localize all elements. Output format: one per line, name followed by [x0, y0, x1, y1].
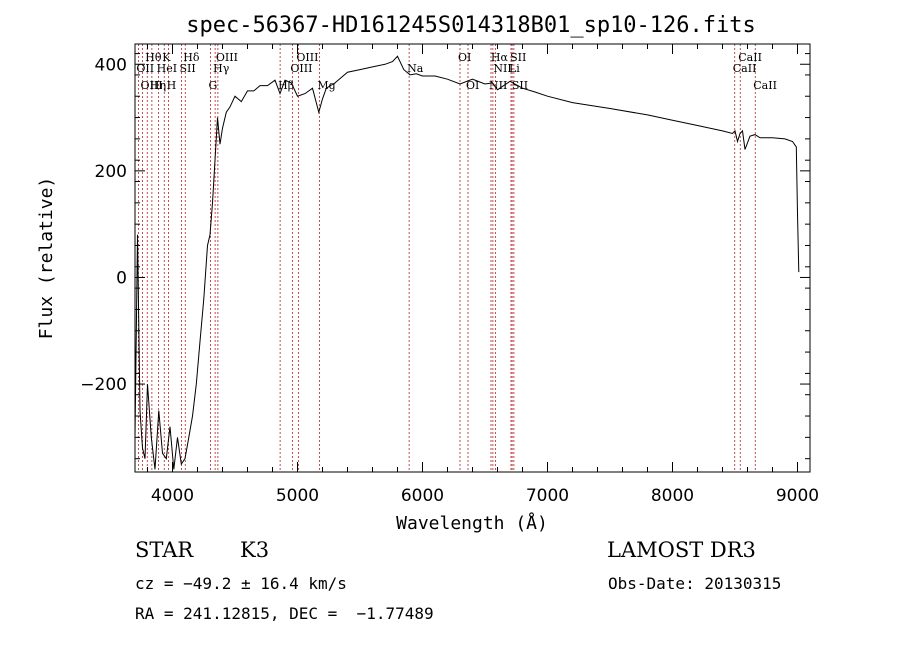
line-marker-label-7: Hδ [183, 51, 200, 64]
y-tick-label-200: 200 [95, 162, 127, 182]
observation-date: Obs-Date: 20130315 [608, 574, 782, 593]
y-axis-ticks: −200 0 200 400 [80, 53, 810, 460]
spectrum-series-line [134, 55, 800, 470]
line-marker-label-25: CaII [738, 51, 762, 64]
x-tick-label-4000: 4000 [151, 486, 194, 506]
x-tick-label-8000: 8000 [651, 486, 694, 506]
redshift-value: cz = −49.2 ± 16.4 km/s [135, 574, 347, 593]
line-marker-label-24: SII [512, 79, 528, 92]
coordinates: RA = 241.12815, DEC = −1.77489 [135, 604, 434, 623]
line-marker-label-27: CaII [753, 79, 777, 92]
spectral-subclass: K3 [240, 538, 270, 562]
line-marker-label-18: OI [466, 79, 479, 92]
chart-title: spec-56367-HD161245S014318B01_sp10-126.f… [186, 13, 756, 38]
line-marker-label-20: NII [493, 62, 511, 75]
line-marker-label-16: Na [407, 62, 424, 75]
plot-frame [134, 43, 811, 473]
line-marker-label-17: OI [458, 51, 471, 64]
line-marker-label-19: Hα [491, 51, 509, 64]
line-marker-label-10: Hγ [213, 62, 230, 75]
line-marker-label-8: SII [180, 62, 196, 75]
y-tick-label-0: 0 [116, 268, 127, 288]
line-marker-label-3: Hη [150, 79, 166, 92]
line-marker-label-6: H [167, 79, 177, 92]
x-tick-label-5000: 5000 [276, 486, 319, 506]
line-marker-label-11: G [209, 79, 218, 92]
line-marker-label-22: SII [510, 51, 526, 64]
spectrum-chart: spec-56367-HD161245S014318B01_sp10-126.f… [36, 13, 819, 534]
y-axis-label: Flux (relative) [36, 177, 57, 340]
line-marker-label-13: OIII [290, 62, 312, 75]
x-tick-label-9000: 9000 [776, 486, 819, 506]
x-axis-ticks: 4000 5000 6000 7000 8000 9000 [147, 44, 819, 506]
x-tick-label-6000: 6000 [401, 486, 444, 506]
line-marker-label-5: HeI [157, 62, 177, 75]
line-marker-label-15: Mg [317, 79, 335, 92]
line-marker-label-2: OIII [141, 79, 163, 92]
line-marker-label-0: Hθ [145, 51, 162, 64]
x-axis-label: Wavelength (Å) [396, 512, 548, 534]
object-type: STAR [135, 538, 194, 562]
x-tick-label-7000: 7000 [526, 486, 569, 506]
line-marker-label-9: OIII [216, 51, 238, 64]
survey-name: LAMOST DR3 [607, 538, 756, 562]
line-marker-label-21: NII [489, 79, 507, 92]
line-marker-label-26: CaII [733, 62, 757, 75]
line-marker-label-23: Li [509, 62, 520, 75]
line-marker-label-4: K [162, 51, 171, 64]
line-marker-label-1: OII [136, 62, 154, 75]
line-markers [137, 44, 756, 472]
line-marker-label-12: OIII [296, 51, 318, 64]
y-tick-label--200: −200 [80, 375, 127, 395]
y-tick-label-400: 400 [95, 55, 127, 75]
